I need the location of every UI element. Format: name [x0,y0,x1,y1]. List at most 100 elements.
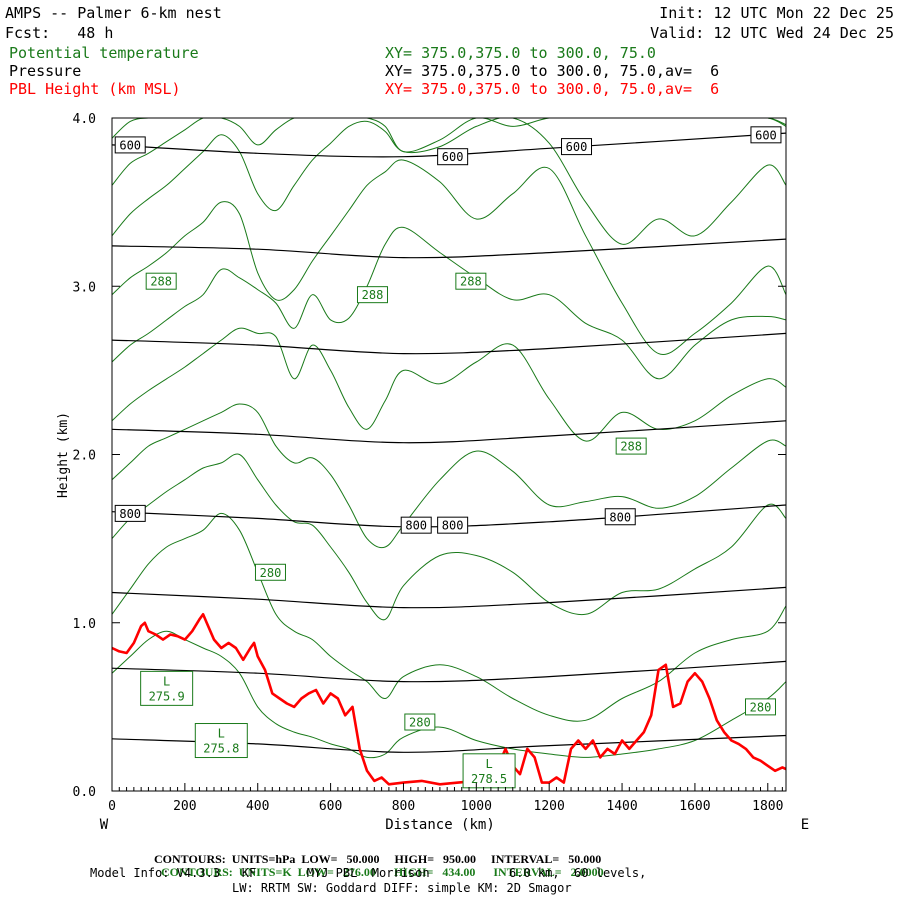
y-tick-label-2: 2.0 [73,449,96,464]
x-tick-label-1200: 1200 [534,799,565,814]
footer-pressure-low: LOW= 50.000 [301,852,380,866]
x-tick-label-1400: 1400 [606,799,637,814]
footer-theta-interval: INTERVAL= 2.0000 [493,865,604,879]
footer-theta-contours: CONTOURS: UNITS=K LOW= 276.00 HIGH= 434.… [155,851,604,879]
x-tick-label-1800: 1800 [752,799,783,814]
theta-label-3-box [615,437,647,455]
contour-labels: 600 600 600 600 800 800 800 800 288 288 288 288 280 2… [114,126,782,789]
pressure-contours [112,132,786,753]
x-tick-label-1000: 1000 [461,799,492,814]
valid-time: Valid: 12 UTC Wed 24 Dec 25 [650,24,894,42]
theta-contour-5 [112,327,786,442]
theta-contour-0 [112,118,786,139]
theta-label-4: 280 [260,566,282,580]
footer-theta-units: UNITS=K [238,865,292,879]
theta-contour-1 [112,118,786,186]
low-box-1 [194,723,248,759]
field-theta-name: Potential temperature [9,44,199,62]
low-value-2: 278.5 [471,772,507,786]
forecast-hour: Fcst: 48 h [5,24,114,42]
init-time: Init: 12 UTC Mon 22 Dec 25 [659,4,894,22]
theta-contour-6 [112,403,786,549]
theta-label-5: 280 [409,716,431,730]
theta-contour-4 [112,226,786,380]
model-title: AMPS -- Palmer 6-km nest [5,4,222,22]
footer-pressure-high: HIGH= 950.00 [394,852,477,866]
theta-label-3: 288 [620,440,642,454]
field-pbl-name: PBL Height (km MSL) [9,80,181,98]
pressure-contour-600 [112,132,786,158]
x-tick-label-1600: 1600 [679,799,710,814]
pressure-contour-700 [112,332,786,355]
axes: 0 200 400 600 800 1000 1200 1400 1600 1800 0.0 1.0 2… [73,112,786,814]
footer-pressure-label: CONTOURS: [154,852,226,866]
footer-physics-info: LW: RRTM SW: Goddard DIFF: simple KM: 2D… [232,881,572,895]
theta-label-2-box [455,272,487,290]
pressure-label-2-box [561,138,593,156]
west-label: W [100,817,109,833]
theta-contour-8 [112,512,786,722]
theta-label-6: 280 [750,700,772,714]
x-tick-label-800: 800 [392,799,415,814]
y-tick-label-4: 4.0 [73,112,96,127]
pressure-label-7-box [604,508,636,526]
theta-label-0-box [145,272,177,290]
theta-label-1-box [356,286,388,304]
east-label: E [801,817,809,833]
pressure-label-7: 800 [609,510,631,524]
footer-pressure-contours: CONTOURS: UNITS=hPa LOW= 50.000 HIGH= 95… [148,838,601,866]
pressure-label-2: 600 [566,140,588,154]
footer-pressure-units: UNITS=hPa [231,852,296,866]
theta-label-1: 288 [362,288,384,302]
x-tick-label-400: 400 [246,799,269,814]
x-tick-label-200: 200 [173,799,196,814]
pressure-label-4: 800 [119,507,141,521]
footer-theta-label: CONTOURS: [161,865,233,879]
pressure-contour-750 [112,420,786,444]
pressure-label-6-box [437,516,469,534]
low-letter-0: L [163,674,170,688]
theta-label-5-box [404,713,436,731]
pressure-label-0-box [114,136,146,154]
footer-pressure-interval: INTERVAL= 50.000 [491,852,602,866]
low-letter-2: L [485,757,492,771]
y-tick-label-3: 3.0 [73,280,96,295]
theta-label-6-box [744,698,776,716]
theta-contour-2 [112,118,786,245]
footer-model-info: Model Info: V4.3.3 KF MYJ PBL Morrison 6… [90,866,647,880]
footer-theta-high: HIGH= 434.00 [393,865,476,879]
theta-contour-7 [112,453,786,621]
theta-label-2: 288 [460,275,482,289]
pressure-contour-900 [112,660,786,683]
field-theta-xy: XY= 375.0,375.0 to 300.0, 75.0 [385,44,656,62]
y-axis-label: Height (km) [56,412,71,498]
field-pressure-name: Pressure [9,62,82,80]
pressure-contour-850 [112,586,786,609]
x-axis-label: Distance (km) [385,817,495,833]
field-pressure-xy: XY= 375.0,375.0 to 300.0, 75.0,av= 6 [385,62,720,80]
pbl-height-line [112,612,786,786]
theta-contour-9 [112,630,786,759]
pbl-height [112,612,786,786]
theta-contour-3 [112,159,786,356]
pressure-label-1: 600 [442,150,464,164]
pressure-contour-650 [112,238,786,259]
theta-contours [112,118,786,759]
y-tick-label-0: 0.0 [73,785,96,800]
pressure-label-3-box [750,126,782,144]
pressure-label-5: 800 [405,519,427,533]
pressure-label-6: 800 [442,519,464,533]
low-box-0 [140,670,194,706]
footer-theta-low: LOW= 276.00 [297,865,376,879]
pressure-label-5-box [400,516,432,534]
theta-label-4-box [254,563,286,581]
theta-label-0: 288 [150,275,172,289]
low-value-0: 275.9 [149,689,185,703]
y-tick-label-1: 1.0 [73,617,96,632]
low-value-1: 275.8 [203,742,239,756]
x-tick-label-600: 600 [319,799,342,814]
low-letter-1: L [218,727,225,741]
pressure-label-4-box [114,504,146,522]
pressure-label-0: 600 [119,138,141,152]
